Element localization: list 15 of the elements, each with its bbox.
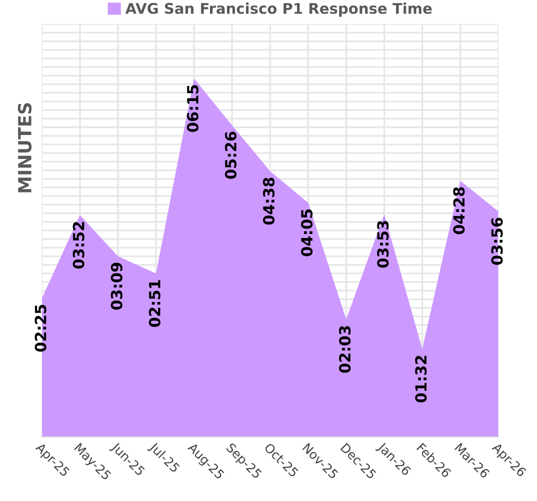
data-label: 02:25 xyxy=(34,304,46,352)
data-label: 04:28 xyxy=(453,187,465,234)
data-label: 04:38 xyxy=(262,178,275,225)
data-label: 03:56 xyxy=(491,218,503,265)
data-label: 02:03 xyxy=(339,326,351,373)
legend-label: AVG San Francisco P1 Response Time xyxy=(125,2,432,17)
data-label: 05:26 xyxy=(224,132,237,179)
data-label: 03:52 xyxy=(72,222,84,269)
data-label: 02:51 xyxy=(148,280,160,327)
data-label: 01:32 xyxy=(415,356,427,402)
data-label: 04:05 xyxy=(301,209,313,256)
data-label: 03:53 xyxy=(377,221,389,268)
data-label: 06:15 xyxy=(186,85,198,132)
data-label: 03:09 xyxy=(110,262,122,310)
y-axis-title: MINUTES xyxy=(18,103,32,192)
